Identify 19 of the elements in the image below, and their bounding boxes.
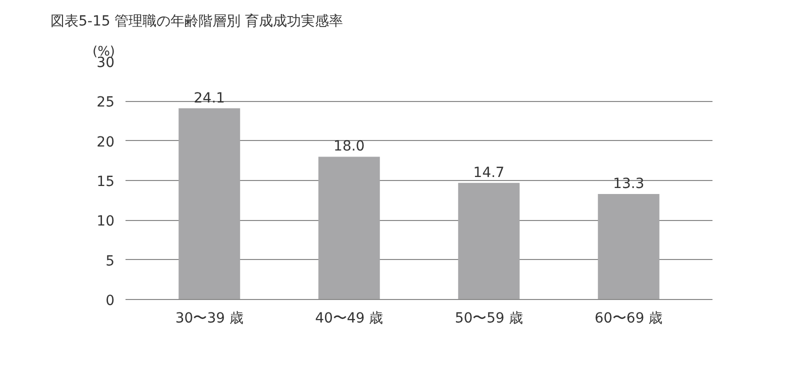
y-tick-label: 15 xyxy=(96,174,115,190)
x-tick-label: 40〜49 歳 xyxy=(315,310,384,326)
bar xyxy=(458,182,520,300)
bar xyxy=(178,108,240,300)
y-tick-label: 20 xyxy=(96,134,115,150)
y-tick-label: 0 xyxy=(106,293,115,309)
x-tick-label: 60〜69 歳 xyxy=(594,310,663,326)
data-label: 18.0 xyxy=(334,138,365,155)
y-tick-label: 25 xyxy=(96,94,115,111)
bar xyxy=(598,194,660,300)
data-label: 14.7 xyxy=(473,164,504,181)
y-tick-label: 10 xyxy=(96,214,115,230)
bar xyxy=(318,156,380,300)
y-tick-label: 30 xyxy=(96,55,115,71)
y-tick-label: 5 xyxy=(106,253,115,270)
x-tick-label: 50〜59 歳 xyxy=(454,310,523,326)
data-label: 13.3 xyxy=(613,176,644,192)
x-tick-label: 30〜39 歳 xyxy=(175,310,244,326)
chart-title: 図表5-15 管理職の年齢階層別 育成成功実感率 xyxy=(50,12,344,30)
